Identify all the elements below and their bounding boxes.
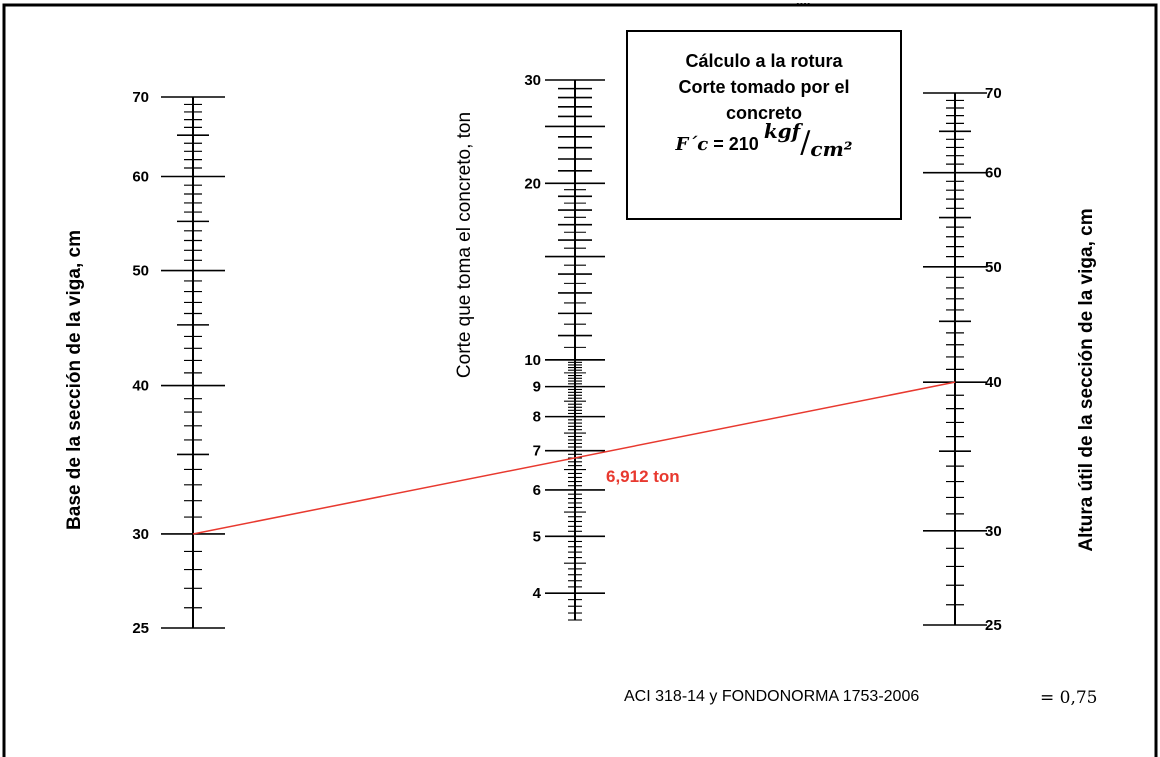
tick-label: 30 [524,72,541,89]
tick-label: 60 [985,165,1002,182]
footer-reference: ACI 318-14 y FONDONORMA 1753-2006 [624,688,920,705]
formula-symbol: F´c [675,134,709,155]
tick-label: 8 [533,409,541,426]
tick-label: 50 [985,259,1002,276]
tick-label: 50 [132,263,149,280]
info-line-3: concreto [725,103,803,123]
tick-label: 10 [524,352,541,369]
tick-label: 20 [524,175,541,192]
tick-label: 7 [533,443,541,460]
tick-label: 25 [132,620,149,637]
tick-label: 6 [533,482,541,499]
formula-slash: / [800,125,811,160]
tick-label: 30 [132,526,149,543]
right-axis-title: Altura útil de la sección de la viga, cm [1076,208,1097,552]
middle-scale: 30 20 10 9 8 7 6 5 4 [524,72,605,621]
tick-label: 70 [985,85,1002,102]
outer-frame-border [2,3,1158,757]
tick-label: 25 [985,617,1002,634]
header-note: .... [796,0,811,8]
right-scale: 70 60 50 40 30 25 [923,85,1002,634]
result-line [192,381,956,535]
formula: F´c = 210 kgf/cm² [628,119,900,161]
tick-label: 40 [132,378,149,395]
tick-label: 30 [985,523,1002,540]
formula-unit-bottom: cm² [810,137,853,161]
tick-label: 4 [533,585,542,602]
formula-unit-top: kgf [763,119,801,143]
result-label: 6,912 ton [606,467,680,486]
info-line-1: Cálculo a la rotura [685,51,843,71]
info-box: Cálculo a la rotura Corte tomado por el … [626,30,902,220]
formula-equals: = 210 [713,134,759,154]
left-axis-title: Base de la sección de la viga, cm [64,230,85,530]
info-line-2: Corte tomado por el [678,77,850,97]
left-scale: 70 60 50 40 30 25 [132,89,225,637]
footer-phi: = 0,75 [1040,688,1098,708]
tick-label: 60 [132,168,149,185]
tick-label: 40 [985,374,1002,391]
tick-label: 70 [132,89,149,106]
middle-axis-title: Corte que toma el concreto, ton [454,111,475,379]
tick-label: 5 [533,528,541,545]
tick-label: 9 [533,379,541,396]
